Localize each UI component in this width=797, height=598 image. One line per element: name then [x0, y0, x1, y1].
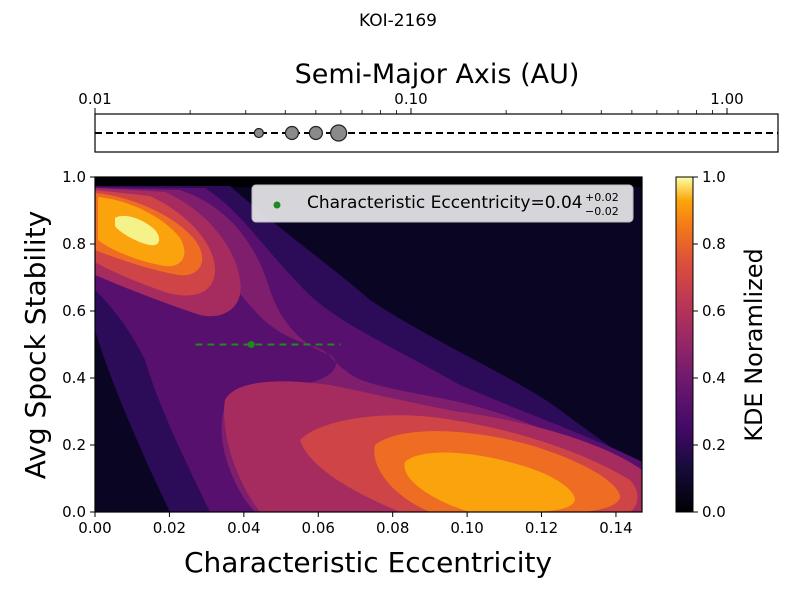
- x-tick-label: 0.06: [302, 519, 335, 537]
- legend-box: [251, 184, 634, 223]
- top-axis-label: Semi-Major Axis (AU): [295, 59, 580, 90]
- colorbar-ticks: 0.0 0.2 0.4 0.6 0.8 1.0: [693, 168, 726, 521]
- planet-marker: [329, 124, 348, 142]
- colorbar-tick-label: 1.0: [702, 168, 726, 186]
- y-axis-label: Avg Spock Stability: [19, 211, 52, 480]
- data-point: [247, 341, 255, 348]
- x-tick-label: 0.02: [153, 519, 186, 537]
- x-tick-label: 0.12: [525, 519, 558, 537]
- top-tick-label: 1.00: [710, 90, 743, 108]
- planet-marker: [308, 125, 323, 141]
- figure-title: KOI-2169: [359, 11, 437, 31]
- kde-plot: [95, 177, 642, 512]
- legend-marker: [273, 201, 281, 209]
- legend-sup: +0.02: [585, 191, 619, 204]
- kde-top-band: [95, 177, 642, 187]
- planet-markers: [253, 124, 348, 142]
- legend-text: Characteristic Eccentricity=0.04: [307, 193, 583, 213]
- planet-marker: [284, 125, 300, 141]
- colorbar-tick-label: 0.4: [702, 369, 726, 387]
- colorbar-tick-label: 0.8: [702, 235, 726, 253]
- y-tick-label: 0.4: [62, 369, 86, 387]
- kde-level-5: [95, 190, 638, 512]
- y-tick-label: 0.6: [62, 302, 86, 320]
- colorbar-tick-label: 0.6: [702, 302, 726, 320]
- characteristic-point: [195, 341, 341, 348]
- x-axis-ticks: 0.00 0.02 0.04 0.06 0.08 0.10 0.12 0.14: [78, 512, 633, 537]
- legend: Characteristic Eccentricity=0.04 +0.02 −…: [251, 184, 634, 223]
- colorbar-tick-label: 0.0: [702, 503, 726, 521]
- legend-sub: −0.02: [585, 205, 619, 218]
- x-tick-label: 0.10: [450, 519, 483, 537]
- top-tick-label: 0.01: [78, 90, 111, 108]
- colorbar-label: KDE Noramlized: [740, 248, 768, 442]
- kde-frame: [94, 176, 643, 513]
- y-tick-label: 0.8: [62, 235, 86, 253]
- y-axis-ticks: 0.0 0.2 0.4 0.6 0.8 1.0: [62, 168, 95, 521]
- planet-marker: [253, 127, 264, 139]
- x-tick-label: 0.14: [599, 519, 632, 537]
- x-tick-label: 0.00: [78, 519, 111, 537]
- colorbar-tick-label: 0.2: [702, 436, 726, 454]
- y-tick-label: 1.0: [62, 168, 86, 186]
- kde-peak: [115, 215, 160, 246]
- top-axis-ticks: 0.01 0.10 1.00: [78, 90, 744, 114]
- x-tick-label: 0.04: [227, 519, 260, 537]
- x-axis-label: Characteristic Eccentricity: [184, 546, 552, 579]
- top-tick-label: 0.10: [394, 90, 427, 108]
- y-tick-label: 0.2: [62, 436, 86, 454]
- x-tick-label: 0.08: [376, 519, 409, 537]
- colorbar: [675, 176, 694, 513]
- y-tick-label: 0.0: [62, 503, 86, 521]
